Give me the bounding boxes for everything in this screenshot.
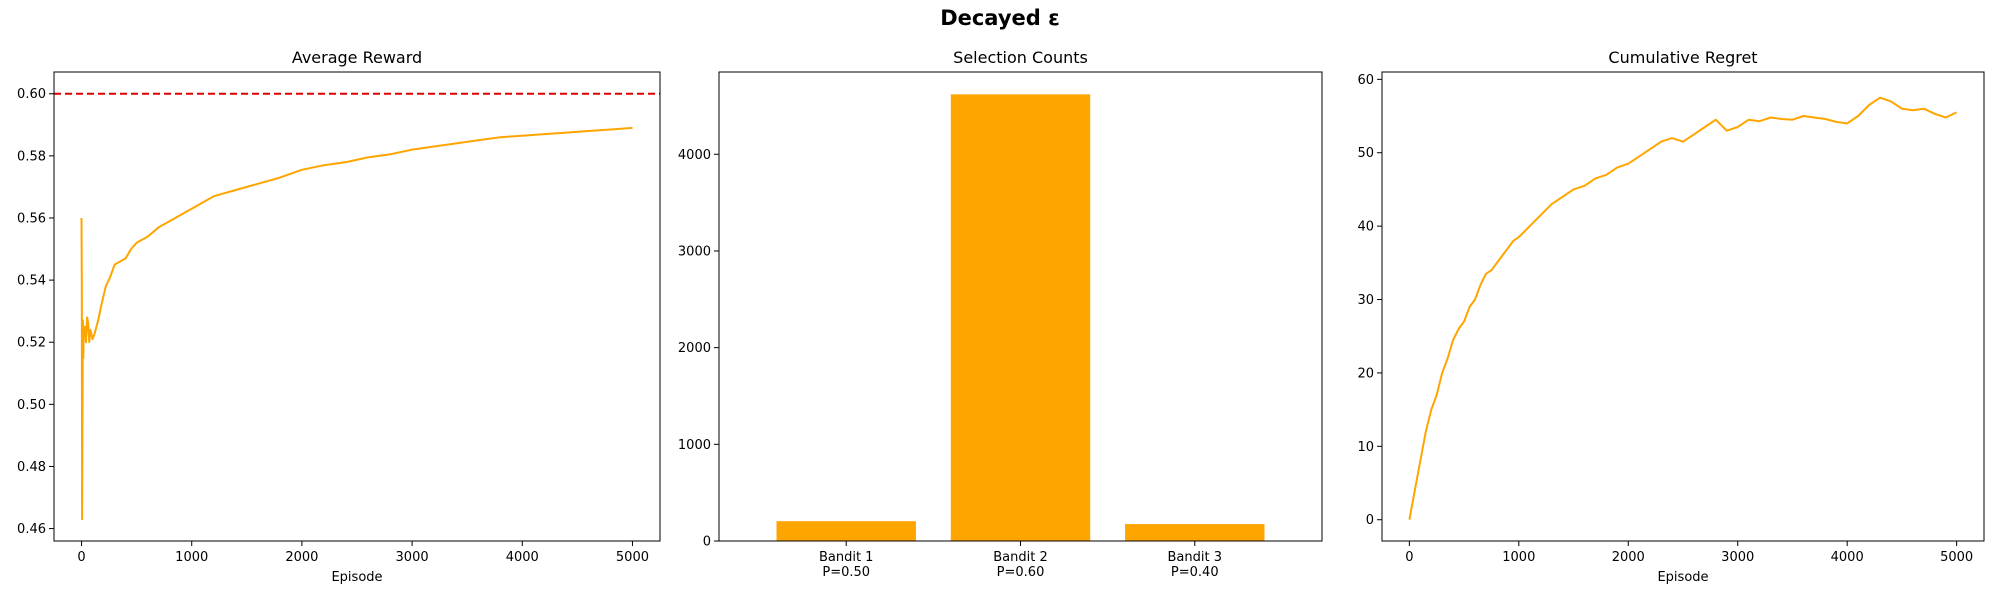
panel-selection-counts: Selection Counts 0 1000 2000 3000 4000 Bandit … <box>678 48 1323 580</box>
y-tick-label-2-2: 20 <box>1357 366 1374 381</box>
series-line-2-0 <box>1408 96 1958 520</box>
x-tick-label-2-2: 2000 <box>1612 550 1645 565</box>
x-tick-label-1-2-0: Bandit 3 <box>1168 550 1223 565</box>
y-tick-label-0-1: 0.48 <box>17 460 46 475</box>
y-tick-label-2-4: 40 <box>1357 220 1374 235</box>
x-tick-label-2-4: 4000 <box>1831 550 1864 565</box>
y-tick-label-0-0: 0.46 <box>17 522 46 537</box>
x-tick-label-2-5: 5000 <box>1940 550 1973 565</box>
bar-0 <box>776 521 916 541</box>
y-tick-label-1-4: 4000 <box>678 148 711 163</box>
y-tick-label-1-1: 1000 <box>678 438 711 453</box>
y-tick-label-2-3: 30 <box>1357 293 1374 308</box>
bar-2 <box>1125 524 1265 541</box>
x-tick-label-0-1: 1000 <box>175 550 208 565</box>
y-tick-label-1-2: 2000 <box>678 341 711 356</box>
x-tick-label-0-5: 5000 <box>616 550 649 565</box>
x-tick-label-1-0-1: P=0.50 <box>822 565 870 580</box>
panel-average-reward: Average Reward 0.46 0.48 0.50 0.52 0.54 0.56 0.… <box>17 48 661 585</box>
y-tick-label-0-2: 0.50 <box>17 398 46 413</box>
y-tick-label-2-0: 0 <box>1366 513 1374 528</box>
x-tick-label-0-3: 3000 <box>396 550 429 565</box>
y-tick-label-0-4: 0.54 <box>17 274 46 289</box>
x-tick-label-0-4: 4000 <box>506 550 539 565</box>
x-axis-label-2: Episode <box>1657 570 1708 585</box>
x-tick-label-2-0: 0 <box>1405 550 1413 565</box>
axes-frame-0 <box>53 71 661 542</box>
axes-frame-2 <box>1381 71 1985 542</box>
chart-title-0: Average Reward <box>292 48 422 67</box>
x-tick-label-2-3: 3000 <box>1721 550 1754 565</box>
y-tick-label-2-1: 10 <box>1357 440 1374 455</box>
series-line-0-0 <box>80 126 633 521</box>
panel-cumulative-regret: Cumulative Regret 0 10 20 30 40 50 60 0 1000 2000 3… <box>1357 48 1985 585</box>
y-tick-label-0-3: 0.52 <box>17 336 46 351</box>
y-tick-label-0-7: 0.60 <box>17 87 46 102</box>
y-tick-label-0-5: 0.56 <box>17 211 46 226</box>
x-tick-label-0-0: 0 <box>77 550 85 565</box>
y-tick-label-1-3: 3000 <box>678 244 711 259</box>
x-tick-label-1-0-0: Bandit 1 <box>819 550 874 565</box>
y-tick-label-2-5: 50 <box>1357 146 1374 161</box>
figure-suptitle: Decayed ε <box>940 6 1060 30</box>
x-axis-label-0: Episode <box>331 570 382 585</box>
x-tick-label-0-2: 2000 <box>285 550 318 565</box>
bar-1 <box>950 94 1091 541</box>
x-tick-label-2-1: 1000 <box>1502 550 1535 565</box>
y-tick-label-2-6: 60 <box>1357 73 1374 88</box>
chart-title-2: Cumulative Regret <box>1608 48 1757 67</box>
y-tick-label-1-0: 0 <box>703 535 711 550</box>
x-tick-label-1-1-0: Bandit 2 <box>993 550 1048 565</box>
x-tick-label-1-2-1: P=0.40 <box>1171 565 1219 580</box>
y-tick-label-0-6: 0.58 <box>17 149 46 164</box>
chart-title-1: Selection Counts <box>953 48 1088 67</box>
x-tick-label-1-1-1: P=0.60 <box>997 565 1045 580</box>
